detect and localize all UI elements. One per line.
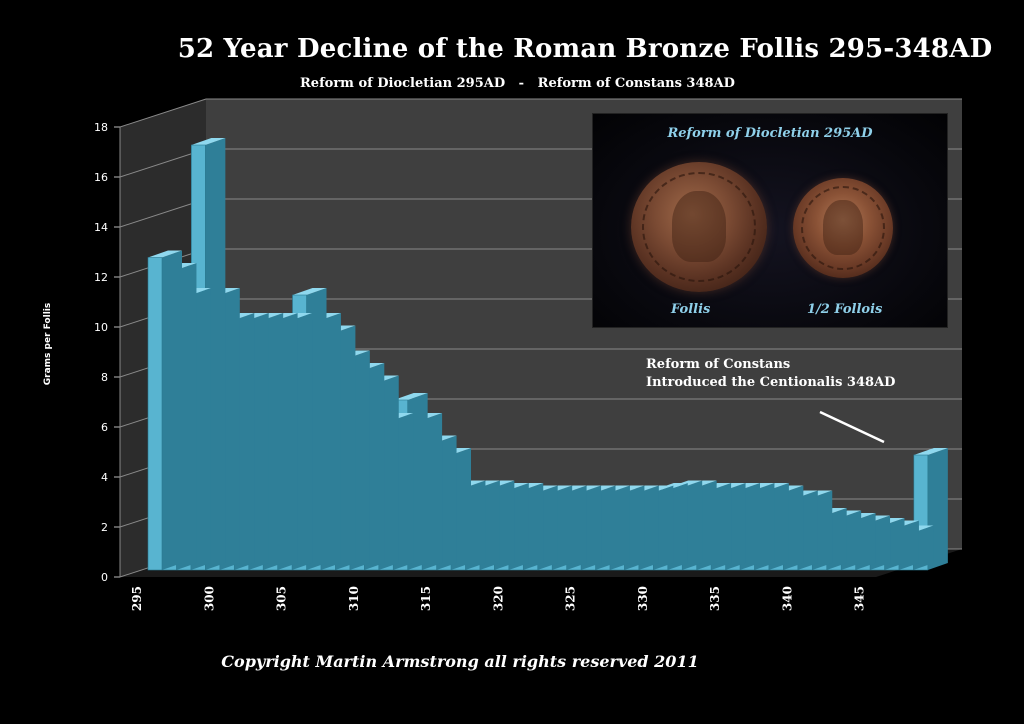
annotation-line-1: Reform of Constans <box>646 357 791 372</box>
y-tick-label: 12 <box>94 271 108 284</box>
follis-coin-image <box>631 162 767 292</box>
inset-title: Reform of Diocletian 295AD <box>667 126 873 141</box>
bar-top <box>148 250 182 258</box>
follis-caption: Follis <box>671 302 711 317</box>
x-tick-label: 345 <box>853 586 867 611</box>
x-tick-label: 335 <box>708 586 722 611</box>
bar-top <box>191 138 226 145</box>
x-tick-label: 315 <box>419 586 433 611</box>
bar-front <box>147 257 163 571</box>
y-tick-label: 10 <box>94 321 108 334</box>
x-ticks: 295 300 305 310 315 320 325 330 335 340 345 <box>130 586 867 611</box>
bar-top <box>913 448 948 455</box>
x-tick-label: 305 <box>275 586 289 611</box>
y-tick-label: 16 <box>94 171 108 184</box>
y-tick-label: 6 <box>101 421 108 434</box>
x-tick-label: 320 <box>491 586 505 611</box>
y-tick-label: 0 <box>101 571 108 584</box>
y-tick-label: 18 <box>94 121 108 134</box>
y-ticks: 0 2 4 6 8 10 12 14 16 18 <box>94 121 121 584</box>
bar <box>147 250 182 571</box>
annotation-arrow <box>819 410 885 444</box>
y-tick-label: 14 <box>94 221 108 234</box>
coin-inset-panel: Reform of Diocletian 295AD Follis 1/2 Fo… <box>592 113 948 328</box>
x-tick-label: 310 <box>347 586 361 611</box>
chart-title: 52 Year Decline of the Roman Bronze Foll… <box>177 34 993 64</box>
x-tick-label: 295 <box>130 586 144 611</box>
y-tick-label: 2 <box>101 521 108 534</box>
half-follis-caption: 1/2 Follois <box>807 302 883 317</box>
y-tick-label: 4 <box>101 471 108 484</box>
y-tick-label: 8 <box>101 371 108 384</box>
x-tick-label: 340 <box>780 586 794 611</box>
x-tick-label: 300 <box>202 586 216 611</box>
bar-side <box>162 250 182 570</box>
bars <box>147 138 948 571</box>
half-follis-coin-image <box>793 178 893 278</box>
annotation-line-2: Introduced the Centionalis 348AD <box>646 375 896 390</box>
chart-subtitle: Reform of Diocletian 295AD - Reform of C… <box>300 76 735 91</box>
constans-annotation: Reform of Constans Introduced the Centio… <box>646 356 895 392</box>
bar-top <box>292 288 327 295</box>
copyright-text: Copyright Martin Armstrong all rights re… <box>221 652 699 671</box>
x-tick-label: 325 <box>564 586 578 611</box>
gridline <box>119 98 962 128</box>
bar-top <box>393 393 428 400</box>
x-tick-label: 330 <box>636 586 650 611</box>
